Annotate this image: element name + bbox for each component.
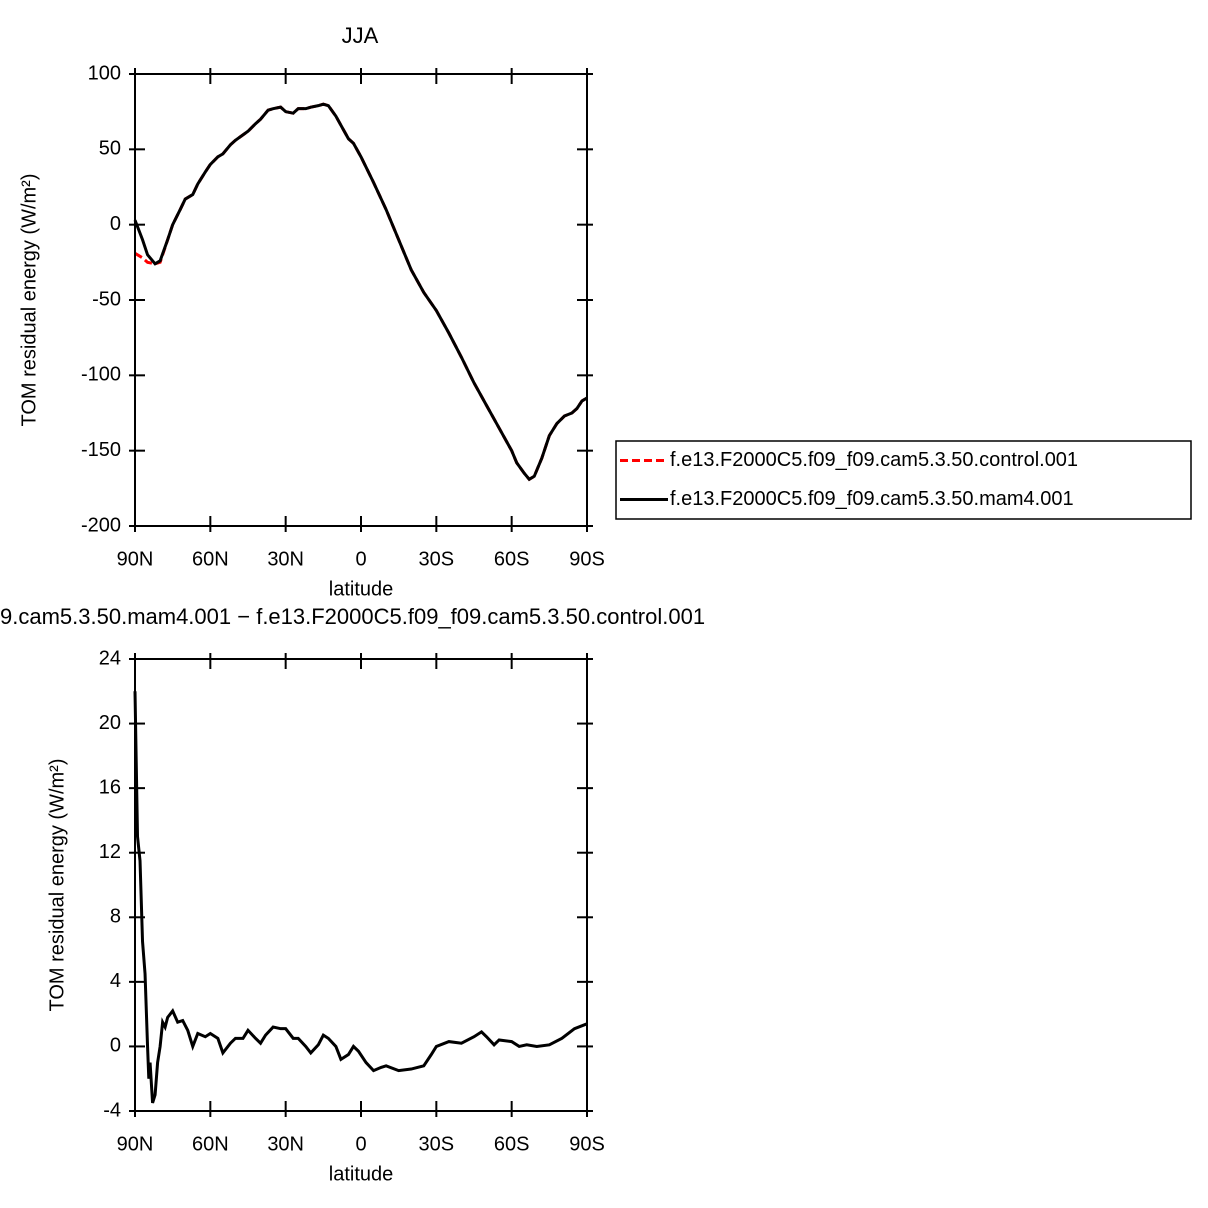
- x-tick-label: 0: [355, 1133, 366, 1155]
- legend-label: f.e13.F2000C5.f09_f09.cam5.3.50.control.…: [670, 449, 1078, 471]
- chart-title: JJA: [342, 23, 379, 48]
- x-tick-label: 90N: [117, 1133, 154, 1155]
- y-tick-label: -100: [81, 364, 121, 386]
- y-tick-label: -50: [92, 288, 121, 310]
- x-tick-label: 60N: [192, 548, 229, 570]
- x-axis-label: latitude: [329, 578, 394, 600]
- chart-title: 9.cam5.3.50.mam4.001 − f.e13.F2000C5.f09…: [0, 604, 705, 629]
- x-tick-label: 90N: [117, 548, 154, 570]
- x-tick-label: 60S: [494, 1133, 530, 1155]
- y-tick-label: 8: [110, 906, 121, 928]
- series-line: [133, 102, 588, 482]
- x-tick-label: 60S: [494, 548, 530, 570]
- series-line: [133, 691, 588, 1104]
- plot-frame: [134, 658, 588, 1112]
- x-tick-label: 90S: [569, 1133, 605, 1155]
- y-tick-label: 0: [110, 1035, 121, 1057]
- x-tick-label: 0: [355, 548, 366, 570]
- y-tick-label: 4: [110, 970, 121, 992]
- y-tick-label: 24: [99, 647, 121, 669]
- y-tick-label: 0: [110, 213, 121, 235]
- y-axis-label: TOM residual energy (W/m²): [46, 758, 68, 1011]
- x-tick-label: 30S: [419, 1133, 455, 1155]
- series-line: [134, 102, 588, 482]
- y-tick-label: 12: [99, 841, 121, 863]
- x-tick-label: 30N: [267, 548, 304, 570]
- plot-frame: [134, 73, 588, 527]
- x-tick-label: 60N: [192, 1133, 229, 1155]
- y-tick-label: 100: [88, 62, 121, 84]
- y-tick-label: 20: [99, 712, 121, 734]
- y-tick-label: -200: [81, 514, 121, 536]
- y-tick-label: -150: [81, 439, 121, 461]
- x-tick-label: 30S: [419, 548, 455, 570]
- x-tick-label: 30N: [267, 1133, 304, 1155]
- x-tick-label: 90S: [569, 548, 605, 570]
- y-tick-label: -4: [103, 1099, 121, 1121]
- y-tick-label: 16: [99, 776, 121, 798]
- y-axis-label: TOM residual energy (W/m²): [18, 173, 40, 426]
- x-axis-label: latitude: [329, 1163, 394, 1185]
- y-tick-label: 50: [99, 138, 121, 160]
- legend-box: [615, 440, 1192, 520]
- legend-label: f.e13.F2000C5.f09_f09.cam5.3.50.mam4.001: [670, 488, 1074, 510]
